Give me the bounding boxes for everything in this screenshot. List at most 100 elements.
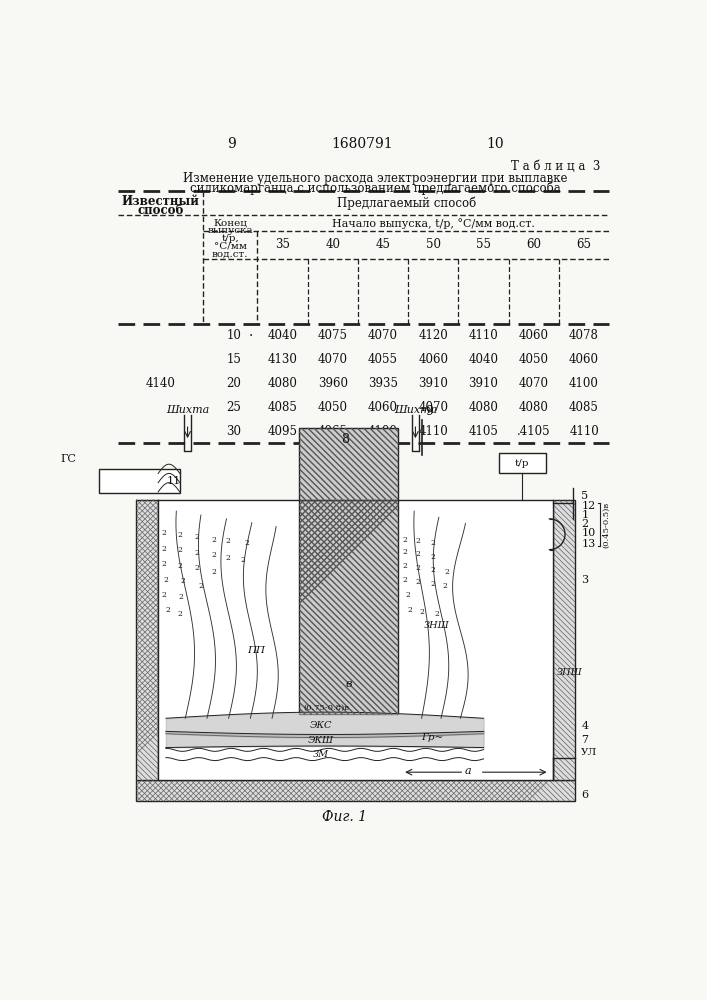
Text: Фиг. 1: Фиг. 1 <box>322 810 367 824</box>
Text: 60: 60 <box>526 238 542 251</box>
Text: 2: 2 <box>180 577 185 585</box>
Text: (0.75-0.8)в: (0.75-0.8)в <box>303 704 349 712</box>
Text: 2: 2 <box>177 546 182 554</box>
Bar <box>554 500 575 780</box>
Text: 2: 2 <box>435 610 440 618</box>
Text: 6: 6 <box>581 790 588 800</box>
Text: 7: 7 <box>581 735 588 745</box>
Text: 2: 2 <box>163 576 168 584</box>
Text: 13: 13 <box>581 539 595 549</box>
Text: 3960: 3960 <box>317 377 348 390</box>
Text: 35: 35 <box>275 238 290 251</box>
Text: ЗНШ: ЗНШ <box>424 621 450 630</box>
Text: 4060: 4060 <box>419 353 448 366</box>
Text: 3: 3 <box>581 575 588 585</box>
Text: силикомарганца с использованием предлагаемого способа: силикомарганца с использованием предлага… <box>189 182 561 195</box>
Text: 45: 45 <box>375 238 390 251</box>
Text: 12: 12 <box>581 501 595 511</box>
Text: 4055: 4055 <box>368 353 398 366</box>
Text: 50: 50 <box>426 238 440 251</box>
Text: t/р,: t/р, <box>221 234 239 243</box>
Bar <box>136 500 158 780</box>
Text: 4070: 4070 <box>419 401 448 414</box>
Text: 4: 4 <box>581 721 588 731</box>
Bar <box>62 470 76 493</box>
Text: 4085: 4085 <box>267 401 298 414</box>
Text: 2: 2 <box>407 606 412 614</box>
Text: 2: 2 <box>431 566 436 574</box>
Text: 2: 2 <box>162 560 167 568</box>
Text: 2: 2 <box>402 536 407 544</box>
Text: 2: 2 <box>443 582 448 590</box>
Text: 2: 2 <box>431 580 436 588</box>
Text: 2: 2 <box>211 568 216 576</box>
Bar <box>158 500 554 780</box>
Bar <box>499 453 546 473</box>
Text: УЛ: УЛ <box>581 748 597 757</box>
Text: 3935: 3935 <box>368 377 398 390</box>
Text: 4130: 4130 <box>267 353 298 366</box>
Bar <box>299 428 398 500</box>
Text: ЭКС: ЭКС <box>310 721 332 730</box>
Text: 4140: 4140 <box>146 377 175 390</box>
Text: 4075: 4075 <box>317 329 348 342</box>
Text: 40: 40 <box>325 238 340 251</box>
Text: 10: 10 <box>581 528 595 538</box>
Text: 2: 2 <box>177 562 182 570</box>
Text: 3910: 3910 <box>419 377 448 390</box>
Text: 4100: 4100 <box>368 425 398 438</box>
Text: 4080: 4080 <box>469 401 498 414</box>
Text: 4060: 4060 <box>569 353 599 366</box>
Text: 4070: 4070 <box>368 329 398 342</box>
Text: 8: 8 <box>341 433 349 446</box>
Text: 15: 15 <box>227 353 242 366</box>
Text: 2: 2 <box>444 568 449 576</box>
Text: 4080: 4080 <box>519 401 549 414</box>
Text: 4110: 4110 <box>569 425 599 438</box>
Text: Предлагаемый способ: Предлагаемый способ <box>337 196 476 210</box>
Text: Т а б л и ц а  3: Т а б л и ц а 3 <box>510 160 600 173</box>
Text: ·: · <box>249 329 253 343</box>
Text: 65: 65 <box>576 238 592 251</box>
Text: 55: 55 <box>476 238 491 251</box>
Text: 2: 2 <box>415 537 420 545</box>
Text: ПП: ПП <box>247 646 266 655</box>
Text: 10: 10 <box>486 137 504 151</box>
Text: 2: 2 <box>162 591 167 599</box>
Text: 4110: 4110 <box>419 425 448 438</box>
Text: 4120: 4120 <box>419 329 448 342</box>
Text: 4065: 4065 <box>317 425 348 438</box>
Text: 3910: 3910 <box>469 377 498 390</box>
Text: 2: 2 <box>177 531 182 539</box>
Text: Шихта: Шихта <box>166 405 209 415</box>
Text: 4040: 4040 <box>267 329 298 342</box>
Text: Гр~: Гр~ <box>421 733 444 742</box>
Text: 2: 2 <box>402 576 407 584</box>
Text: Конец: Конец <box>214 219 247 228</box>
Text: 2: 2 <box>419 608 424 616</box>
Text: Известный: Известный <box>122 195 199 208</box>
Text: 4060: 4060 <box>368 401 398 414</box>
Text: способ: способ <box>137 204 184 217</box>
Text: 2: 2 <box>179 593 184 601</box>
Text: 2: 2 <box>211 551 216 559</box>
Text: Изменение удельного расхода электроэнергии при выплавке: Изменение удельного расхода электроэнерг… <box>183 172 568 185</box>
Text: 30: 30 <box>226 425 242 438</box>
Text: 4110: 4110 <box>469 329 498 342</box>
Text: в: в <box>346 679 352 689</box>
Text: 10: 10 <box>227 329 242 342</box>
Text: ЗМ: ЗМ <box>312 750 329 759</box>
Text: Начало выпуска, t/р, °С/мм вод.ст.: Начало выпуска, t/р, °С/мм вод.ст. <box>332 218 534 229</box>
Bar <box>299 500 398 714</box>
Text: 2: 2 <box>162 529 167 537</box>
Text: 4040: 4040 <box>469 353 498 366</box>
Text: 2: 2 <box>241 556 246 564</box>
Text: 2: 2 <box>194 533 199 541</box>
Text: 2: 2 <box>581 519 588 529</box>
Text: 1: 1 <box>581 510 588 520</box>
Text: 9: 9 <box>228 137 236 151</box>
Text: 2: 2 <box>405 591 410 599</box>
Text: вод.ст.: вод.ст. <box>212 249 248 258</box>
Text: 2: 2 <box>415 578 420 586</box>
Text: ЭКШ: ЭКШ <box>308 736 334 745</box>
